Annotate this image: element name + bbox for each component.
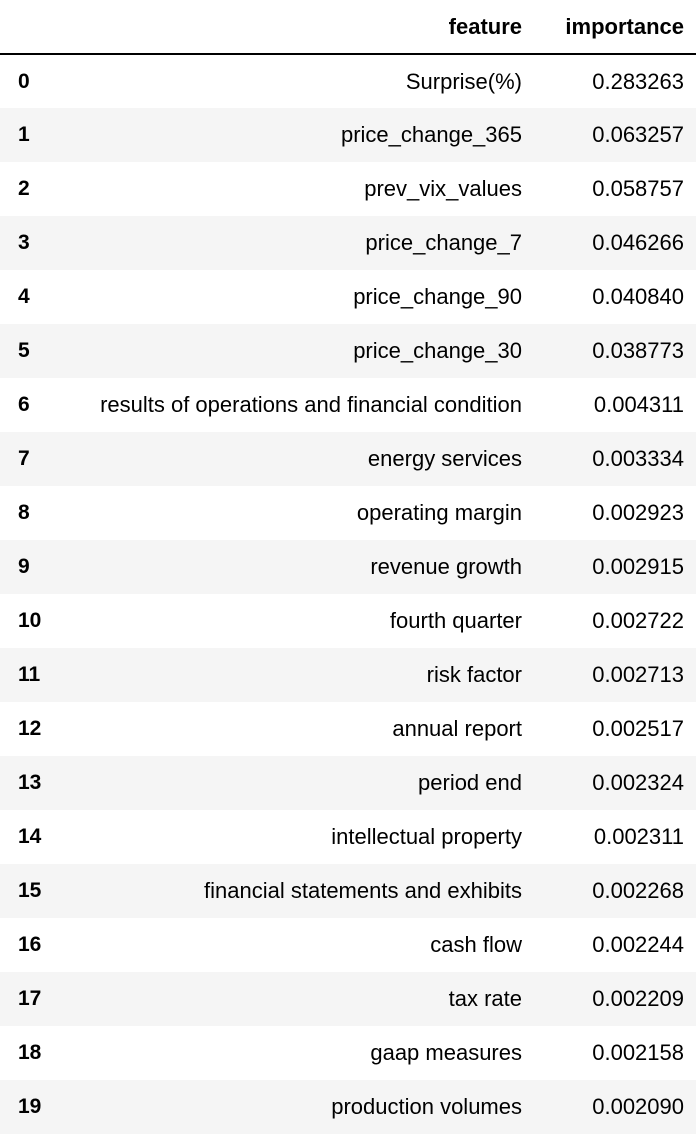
table-row: 4 price_change_90 0.040840: [0, 270, 696, 324]
row-index: 4: [18, 285, 30, 308]
feature-cell: price_change_7: [365, 230, 522, 255]
row-index: 8: [18, 501, 30, 524]
row-index: 19: [18, 1095, 42, 1118]
importance-cell: 0.002268: [592, 878, 684, 903]
row-index: 6: [18, 393, 30, 416]
row-index: 13: [18, 771, 42, 794]
importance-cell: 0.283263: [592, 68, 684, 94]
feature-cell: production volumes: [331, 1094, 522, 1119]
table-row: 17 tax rate 0.002209: [0, 972, 696, 1026]
table-row: 5 price_change_30 0.038773: [0, 324, 696, 378]
feature-cell: prev_vix_values: [364, 176, 522, 201]
importance-cell: 0.002244: [592, 932, 684, 957]
row-index: 2: [18, 177, 30, 200]
row-index: 15: [18, 879, 42, 902]
table-row: 19 production volumes 0.002090: [0, 1080, 696, 1134]
feature-cell: price_change_90: [353, 284, 522, 309]
index-column-header: [0, 0, 52, 55]
importance-cell: 0.002722: [592, 608, 684, 633]
feature-cell: cash flow: [430, 932, 522, 957]
importance-cell: 0.004311: [593, 392, 684, 417]
importance-cell: 0.003334: [592, 446, 684, 471]
table-row: 14 intellectual property 0.002311: [0, 810, 696, 864]
table-header: feature importance: [0, 0, 696, 55]
table-row: 12 annual report 0.002517: [0, 702, 696, 756]
table-row: 2 prev_vix_values 0.058757: [0, 162, 696, 216]
importance-cell: 0.040840: [592, 284, 684, 309]
importance-cell: 0.002713: [592, 662, 684, 687]
feature-cell: price_change_30: [353, 338, 522, 363]
table-row: 0 Surprise(%) 0.283263: [0, 54, 696, 108]
feature-cell: price_change_365: [340, 122, 522, 147]
importance-cell: 0.002915: [592, 554, 684, 579]
row-index: 9: [18, 555, 30, 578]
row-index: 5: [18, 339, 30, 362]
feature-cell: intellectual property: [331, 824, 522, 849]
feature-cell: Surprise(%): [405, 68, 522, 94]
table-row: 1 price_change_365 0.063257: [0, 108, 696, 162]
row-index: 18: [18, 1041, 42, 1064]
table-row: 16 cash flow 0.002244: [0, 918, 696, 972]
row-index: 0: [18, 69, 30, 93]
table-body: 0 Surprise(%) 0.283263 1 price_change_365 0.0…: [0, 54, 696, 1134]
feature-cell: results of operations and financial cond…: [100, 392, 522, 417]
table-row: 7 energy services 0.003334: [0, 432, 696, 486]
importance-cell: 0.002311: [593, 824, 684, 849]
table-row: 9 revenue growth 0.002915: [0, 540, 696, 594]
row-index: 12: [18, 717, 42, 740]
table-row: 6 results of operations and financial con…: [0, 378, 696, 432]
table-row: 3 price_change_7 0.046266: [0, 216, 696, 270]
importance-cell: 0.058757: [592, 176, 684, 201]
row-index: 14: [18, 825, 42, 848]
importance-cell: 0.038773: [592, 338, 684, 363]
feature-cell: period end: [418, 770, 522, 795]
importance-cell: 0.002923: [592, 500, 684, 525]
importance-column-header: importance: [535, 0, 696, 55]
feature-cell: operating margin: [356, 500, 522, 525]
feature-cell: annual report: [392, 716, 522, 741]
feature-column-header: feature: [52, 0, 535, 55]
row-index: 16: [18, 933, 42, 956]
table-row: 18 gaap measures 0.002158: [0, 1026, 696, 1080]
feature-cell: financial statements and exhibits: [204, 878, 522, 903]
importance-cell: 0.002209: [592, 986, 684, 1011]
feature-cell: gaap measures: [370, 1040, 522, 1065]
row-index: 10: [18, 609, 42, 632]
feature-cell: tax rate: [448, 986, 522, 1011]
importance-cell: 0.002517: [592, 716, 684, 741]
table-row: 10 fourth quarter 0.002722: [0, 594, 696, 648]
row-index: 1: [18, 123, 30, 146]
row-index: 17: [18, 987, 42, 1010]
row-index: 3: [18, 231, 30, 254]
table-row: 11 risk factor 0.002713: [0, 648, 696, 702]
header-row: feature importance: [0, 0, 696, 55]
table-row: 8 operating margin 0.002923: [0, 486, 696, 540]
table-row: 15 financial statements and exhibits 0.002…: [0, 864, 696, 918]
row-index: 11: [18, 663, 41, 686]
importance-cell: 0.002324: [592, 770, 684, 795]
importance-cell: 0.002158: [592, 1040, 684, 1065]
feature-cell: fourth quarter: [389, 608, 522, 633]
row-index: 7: [18, 447, 30, 470]
importance-cell: 0.063257: [592, 122, 684, 147]
importance-cell: 0.046266: [592, 230, 684, 255]
feature-cell: revenue growth: [370, 554, 522, 579]
table-row: 13 period end 0.002324: [0, 756, 696, 810]
feature-cell: energy services: [367, 446, 522, 471]
feature-cell: risk factor: [426, 662, 522, 687]
importance-cell: 0.002090: [592, 1094, 684, 1119]
